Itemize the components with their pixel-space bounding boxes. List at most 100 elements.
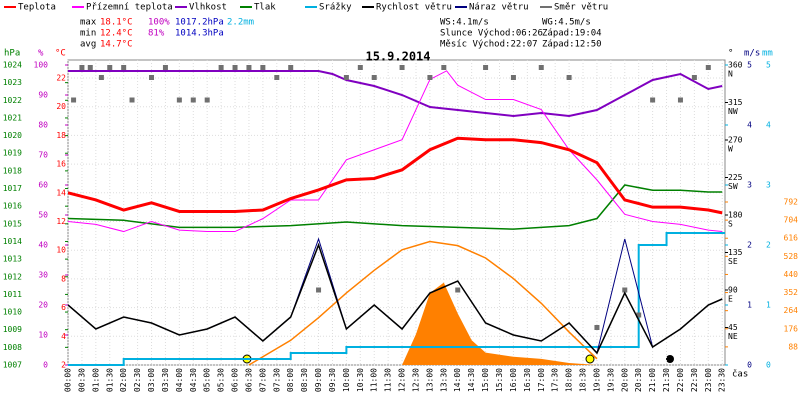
x-tick-label: 05:00	[203, 368, 212, 392]
series-line	[68, 232, 725, 366]
wind-direction-point	[71, 97, 77, 103]
y-tick-label: 88	[788, 342, 798, 351]
y-tick-label: 616	[784, 234, 799, 243]
x-tick-label: 00:00	[64, 368, 73, 392]
y-tick-label: 1019	[3, 149, 22, 158]
stat-text: 1017.2hPa	[175, 18, 224, 28]
y-tick-label: 704	[784, 216, 799, 225]
wind-direction-point	[357, 65, 363, 70]
y-tick-label: 1024	[3, 61, 22, 70]
x-tick-label: 05:30	[217, 368, 226, 392]
y-tick-label: 1015	[3, 219, 22, 228]
y-tick-label: 1016	[3, 202, 22, 211]
wind-direction-point	[121, 65, 127, 70]
wind-direction-point	[441, 65, 447, 70]
x-tick-label: 04:30	[189, 368, 198, 392]
x-tick-label: 18:00	[565, 368, 574, 392]
compass-label: NE	[728, 332, 738, 341]
wind-direction-point	[636, 312, 642, 318]
wind-direction-point	[677, 97, 683, 103]
y-tick-label: 528	[784, 252, 799, 261]
legend-label: Srážky	[319, 3, 352, 13]
stat-text: 100%	[148, 18, 170, 28]
y-tick-label: 264	[784, 306, 799, 315]
x-tick-label: 07:30	[272, 368, 281, 392]
y-tick-label: 20	[38, 301, 48, 310]
y-tick-label: 3	[747, 181, 752, 190]
wind-direction-point	[566, 75, 572, 80]
y-tick-label: 1018	[3, 166, 22, 175]
x-tick-label: 04:00	[175, 368, 184, 392]
sunset-marker	[585, 354, 595, 364]
legend-label: Vlhkost	[189, 3, 227, 13]
plot-layer	[68, 65, 725, 366]
legend-label: Přízemní teplota	[86, 3, 173, 13]
y-tick-label: 4	[61, 332, 66, 341]
x-tick-label: 15:00	[481, 368, 490, 392]
x-tick-label: 12:00	[398, 368, 407, 392]
stat-text: min	[80, 29, 96, 39]
stat-text: max	[80, 18, 97, 28]
wind-direction-point	[98, 75, 104, 80]
wind-direction-point	[691, 75, 697, 80]
y-tick-label: 5	[766, 61, 771, 70]
y-tick-label: 1	[747, 301, 752, 310]
wind-direction-point	[204, 97, 210, 103]
y-tick-label: 0	[43, 361, 48, 370]
compass-label: E	[728, 295, 733, 304]
wind-direction-point	[218, 65, 224, 70]
y-tick-label: 50	[38, 211, 48, 220]
y-tick-label: 60	[38, 181, 48, 190]
y-tick-label: 80	[38, 121, 48, 130]
stat-text: avg	[80, 40, 96, 50]
y-tick-label: 1017	[3, 184, 22, 193]
wind-direction-point	[538, 65, 544, 70]
wind-direction-point	[288, 65, 294, 70]
x-tick-label: 15:30	[495, 368, 504, 392]
y-tick-label: 16	[56, 160, 66, 169]
series-line	[68, 70, 723, 233]
y-tick-label: 45	[728, 323, 738, 332]
x-tick-label: 03:30	[161, 368, 170, 392]
wind-direction-point	[483, 65, 489, 70]
y-tick-label: 135	[728, 248, 743, 257]
y-tick-label: 22	[56, 74, 66, 83]
x-tick-label: 22:00	[676, 368, 685, 392]
x-tick-label: 14:30	[467, 368, 476, 392]
y-tick-label: 8	[61, 274, 66, 283]
plot-area	[67, 59, 726, 366]
x-tick-label: 02:00	[119, 368, 128, 392]
stat-text: 18.1°C	[100, 18, 133, 28]
y-tick-label: 1012	[3, 272, 22, 281]
y-tick-label: 2	[766, 241, 771, 250]
y-tick-label: 1014	[3, 237, 22, 246]
axis-unit-label: mm	[762, 49, 773, 59]
info-text: Západ:19:04	[542, 29, 602, 39]
axis-unit-label: °C	[55, 49, 66, 59]
x-tick-label: 02:30	[133, 368, 142, 392]
info-text: Západ:12:50	[542, 40, 602, 50]
wind-direction-point	[260, 65, 266, 70]
wind-direction-point	[190, 97, 196, 103]
y-tick-label: 315	[728, 98, 743, 107]
stat-text: 14.7°C	[100, 40, 133, 50]
legend-label: Teplota	[18, 3, 56, 13]
y-tick-label: 360	[728, 61, 743, 70]
wind-direction-point	[176, 97, 182, 103]
x-tick-label: 20:30	[634, 368, 643, 392]
x-tick-label: 12:30	[411, 368, 420, 392]
x-tick-label: 14:00	[453, 368, 462, 392]
x-tick-label: 16:30	[523, 368, 532, 392]
x-tick-label: 06:00	[231, 368, 240, 392]
wind-direction-point	[232, 65, 238, 70]
info-text: WS:4.1m/s	[440, 18, 489, 28]
info-text: Měsíc Východ:22:07	[440, 40, 538, 50]
y-tick-label: 225	[728, 173, 743, 182]
y-tick-label: 40	[38, 241, 48, 250]
y-tick-label: 6	[61, 303, 66, 312]
compass-label: NW	[728, 107, 738, 116]
y-tick-label: 1009	[3, 325, 22, 334]
series-line	[248, 240, 598, 366]
